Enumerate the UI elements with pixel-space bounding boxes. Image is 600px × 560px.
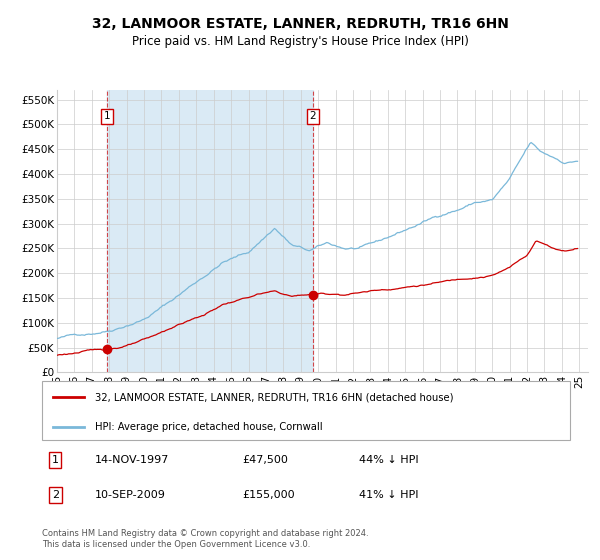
Text: 32, LANMOOR ESTATE, LANNER, REDRUTH, TR16 6HN: 32, LANMOOR ESTATE, LANNER, REDRUTH, TR1…	[92, 16, 508, 30]
Text: HPI: Average price, detached house, Cornwall: HPI: Average price, detached house, Corn…	[95, 422, 322, 432]
Text: 41% ↓ HPI: 41% ↓ HPI	[359, 490, 418, 500]
Text: 2: 2	[52, 490, 59, 500]
Text: 44% ↓ HPI: 44% ↓ HPI	[359, 455, 418, 465]
Bar	[107, 90, 313, 372]
Text: 1: 1	[104, 111, 110, 122]
Text: Contains HM Land Registry data © Crown copyright and database right 2024.
This d: Contains HM Land Registry data © Crown c…	[42, 529, 368, 549]
Text: £155,000: £155,000	[242, 490, 295, 500]
Text: £47,500: £47,500	[242, 455, 289, 465]
FancyBboxPatch shape	[42, 381, 570, 440]
Text: 14-NOV-1997: 14-NOV-1997	[95, 455, 169, 465]
Text: 2: 2	[310, 111, 316, 122]
Text: 10-SEP-2009: 10-SEP-2009	[95, 490, 166, 500]
Text: Price paid vs. HM Land Registry's House Price Index (HPI): Price paid vs. HM Land Registry's House …	[131, 35, 469, 48]
Text: 32, LANMOOR ESTATE, LANNER, REDRUTH, TR16 6HN (detached house): 32, LANMOOR ESTATE, LANNER, REDRUTH, TR1…	[95, 392, 454, 402]
Text: 1: 1	[52, 455, 59, 465]
